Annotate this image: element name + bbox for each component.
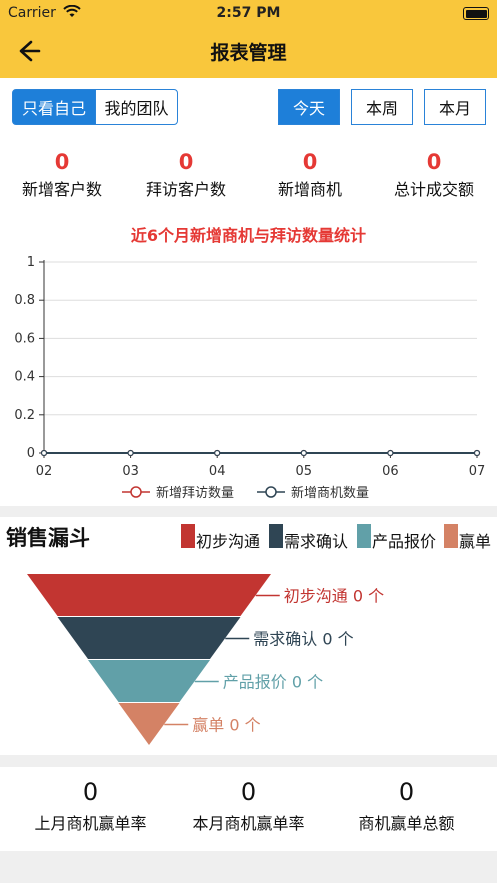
stat-new-opportunities: 0 新增商机 bbox=[248, 150, 372, 200]
stat-label: 上月商机赢单率 bbox=[34, 814, 147, 833]
x-tick-label: 04 bbox=[209, 464, 226, 479]
tab-this-week[interactable]: 本周 bbox=[351, 89, 413, 125]
report-panel bbox=[0, 78, 497, 506]
stat-value: 0 bbox=[178, 150, 194, 174]
page-title: 报表管理 bbox=[210, 42, 287, 64]
wifi-icon bbox=[63, 4, 82, 17]
funnel-stage-label: 产品报价 0 个 bbox=[223, 673, 323, 692]
legend-label: 初步沟通 bbox=[196, 532, 260, 551]
stat-value: 0 bbox=[82, 778, 99, 806]
back-arrow-icon[interactable] bbox=[14, 36, 44, 66]
battery-icon bbox=[463, 7, 489, 20]
top-bar: Carrier 2:57 PM 报表管理 bbox=[0, 0, 497, 78]
tab-only-self[interactable]: 只看自己 bbox=[12, 89, 96, 125]
win-rate-panel bbox=[0, 767, 497, 851]
carrier-label: Carrier bbox=[8, 4, 82, 21]
tab-today[interactable]: 今天 bbox=[278, 89, 340, 125]
y-tick-label: 0 bbox=[27, 446, 35, 461]
legend-swatch bbox=[181, 524, 195, 548]
x-tick-label: 05 bbox=[296, 464, 313, 479]
status-bar: Carrier 2:57 PM bbox=[0, 4, 497, 24]
stat-value: 0 bbox=[398, 778, 415, 806]
total-win-amount: 0 商机赢单总额 bbox=[324, 778, 489, 834]
y-tick-label: 0.4 bbox=[14, 370, 35, 385]
legend-swatch bbox=[357, 524, 371, 548]
funnel-stage bbox=[57, 617, 241, 659]
stat-label: 拜访客户数 bbox=[145, 180, 226, 199]
x-tick-label: 02 bbox=[36, 464, 53, 479]
clock: 2:57 PM bbox=[216, 5, 281, 21]
funnel-stage-label: 赢单 0 个 bbox=[192, 716, 260, 735]
x-tick-label: 07 bbox=[469, 464, 486, 479]
stat-new-customers: 0 新增客户数 bbox=[0, 150, 124, 200]
stat-value: 0 bbox=[54, 150, 70, 174]
y-tick-label: 0.2 bbox=[14, 408, 35, 423]
stat-label: 新增商机 bbox=[277, 180, 342, 199]
legend-marker bbox=[130, 486, 142, 498]
tab-this-month[interactable]: 本月 bbox=[424, 89, 486, 125]
chart-title: 近6个月新增商机与拜访数量统计 bbox=[130, 226, 367, 245]
stat-label: 总计成交额 bbox=[393, 180, 474, 199]
data-point bbox=[214, 449, 221, 457]
legend-swatch bbox=[269, 524, 283, 548]
x-tick-label: 03 bbox=[122, 464, 139, 479]
funnel-stage-label: 初步沟通 0 个 bbox=[284, 587, 384, 606]
y-tick-label: 0.6 bbox=[14, 331, 35, 346]
funnel-stage bbox=[88, 660, 210, 702]
stat-value: 0 bbox=[426, 150, 442, 174]
data-point bbox=[473, 449, 481, 457]
stat-label: 新增客户数 bbox=[21, 180, 102, 199]
this-month-win-rate: 0 本月商机赢单率 bbox=[166, 778, 331, 834]
data-point bbox=[387, 449, 394, 457]
stat-label: 商机赢单总额 bbox=[358, 814, 455, 833]
legend-label: 需求确认 bbox=[284, 532, 348, 551]
legend-label: 产品报价 bbox=[372, 532, 436, 551]
funnel-title: 销售漏斗 bbox=[6, 526, 90, 550]
funnel-stage bbox=[27, 574, 271, 616]
tab-my-team[interactable]: 我的团队 bbox=[95, 89, 178, 125]
x-tick-label: 06 bbox=[382, 464, 399, 479]
last-month-win-rate: 0 上月商机赢单率 bbox=[8, 778, 173, 834]
stat-visited-customers: 0 拜访客户数 bbox=[124, 150, 248, 200]
funnel-stage bbox=[118, 703, 180, 745]
carrier-text: Carrier bbox=[8, 5, 56, 21]
legend-label: 新增商机数量 bbox=[291, 485, 369, 501]
stat-value: 0 bbox=[240, 778, 257, 806]
legend-label: 赢单 bbox=[459, 532, 491, 551]
y-tick-label: 1 bbox=[27, 255, 35, 270]
stat-label: 本月商机赢单率 bbox=[192, 814, 305, 833]
stat-total-deals: 0 总计成交额 bbox=[372, 150, 496, 200]
legend-swatch bbox=[444, 524, 458, 548]
data-point bbox=[300, 449, 307, 457]
data-point bbox=[127, 449, 134, 457]
legend-marker bbox=[265, 486, 277, 498]
y-tick-label: 0.8 bbox=[14, 293, 35, 308]
legend-label: 新增拜访数量 bbox=[156, 485, 234, 501]
data-point bbox=[40, 449, 48, 457]
stat-value: 0 bbox=[302, 150, 318, 174]
funnel-stage-label: 需求确认 0 个 bbox=[253, 630, 353, 649]
line-chart: 0 0.2 0.4 0.6 0.8 1 02 03 04 05 06 07 新增拜访数量 新增商机数量 bbox=[14, 255, 486, 501]
